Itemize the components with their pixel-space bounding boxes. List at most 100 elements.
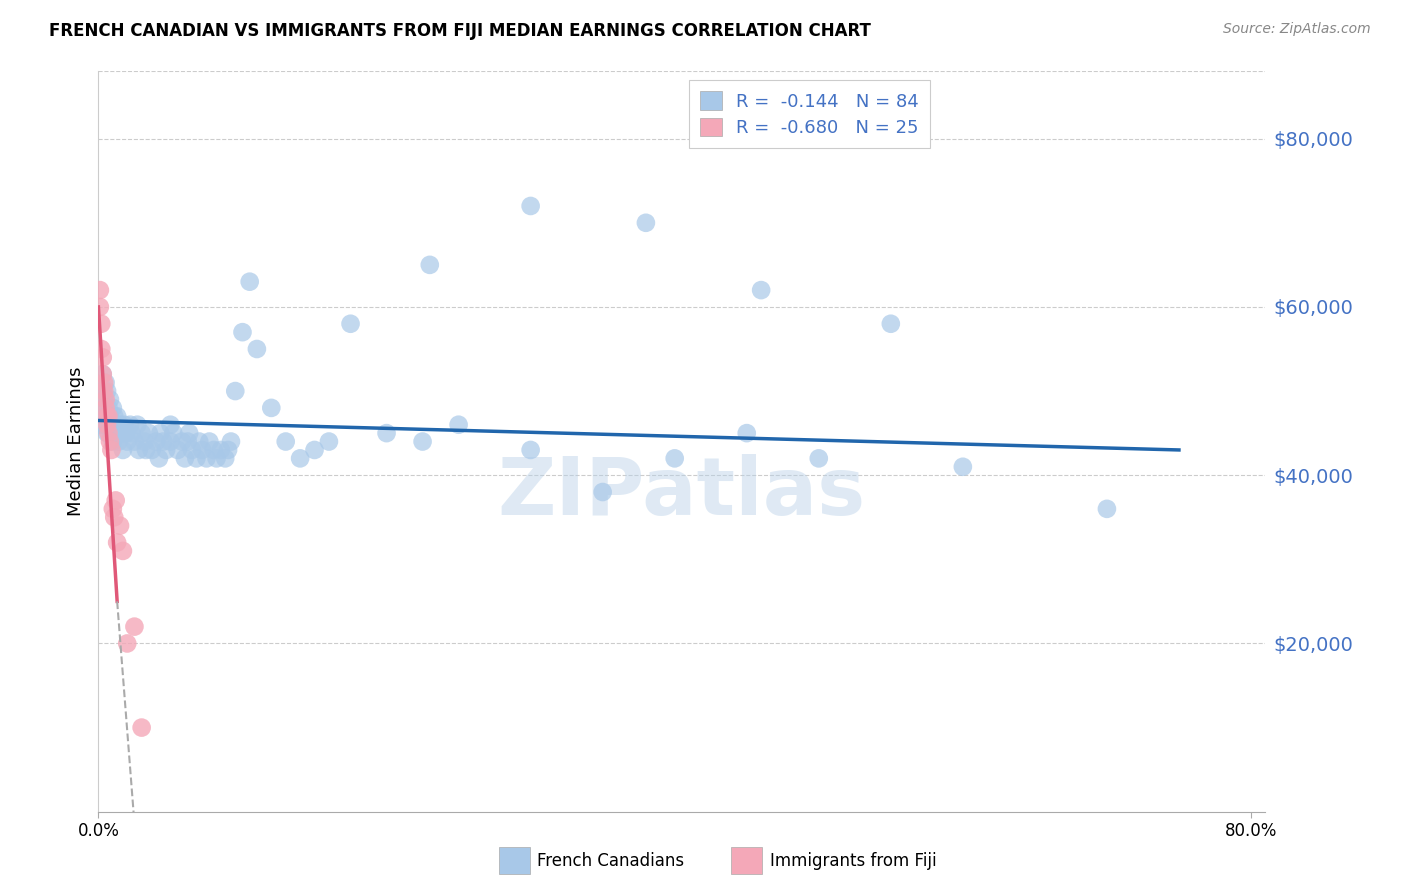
Point (96, 426, 118, 441)
Point (121, 426, 143, 441)
Point (104, 493, 127, 508)
Point (188, 434, 211, 449)
Point (98, 434, 121, 449)
Point (288, 451, 311, 466)
Point (145, 434, 167, 449)
Point (105, 426, 128, 441)
Point (1095, 501, 1118, 516)
Point (105, 535, 128, 549)
Point (107, 434, 129, 449)
Point (214, 451, 236, 466)
Point (91, 384, 114, 398)
Point (94, 376, 117, 390)
Point (170, 434, 193, 449)
Point (93, 384, 115, 398)
Point (177, 434, 200, 449)
Point (101, 501, 124, 516)
Point (127, 417, 149, 432)
Point (304, 442, 326, 457)
Point (108, 417, 131, 432)
Point (89, 300, 111, 314)
Point (108, 518, 131, 533)
Point (90, 401, 112, 415)
Point (110, 426, 132, 441)
Text: Immigrants from Fiji: Immigrants from Fiji (770, 852, 938, 870)
Point (664, 451, 686, 466)
Point (141, 442, 163, 457)
Point (93, 417, 115, 432)
Point (173, 451, 195, 466)
Point (115, 636, 138, 650)
Point (159, 417, 181, 432)
Point (100, 426, 122, 441)
Point (155, 442, 177, 457)
Point (419, 258, 441, 272)
Point (101, 434, 124, 449)
Point (111, 544, 134, 558)
Point (239, 275, 262, 289)
Point (134, 434, 156, 449)
Point (880, 317, 903, 331)
Point (735, 426, 758, 441)
Point (93, 392, 115, 407)
Point (114, 426, 136, 441)
Point (91, 368, 114, 382)
Point (131, 721, 153, 735)
Point (152, 434, 174, 449)
Point (93, 376, 115, 390)
Point (112, 417, 135, 432)
Point (115, 434, 138, 449)
Point (97, 409, 120, 424)
Text: French Canadians: French Canadians (537, 852, 685, 870)
Point (97, 401, 120, 415)
Point (100, 417, 122, 432)
Point (807, 451, 830, 466)
Point (89, 283, 111, 297)
Point (94, 392, 117, 407)
Point (148, 451, 170, 466)
Point (191, 442, 214, 457)
Point (202, 442, 225, 457)
Point (181, 442, 204, 457)
Point (97, 417, 120, 432)
Point (195, 451, 218, 466)
Point (90, 317, 112, 331)
Point (96, 409, 118, 424)
Point (128, 442, 150, 457)
Text: ZIPatlas: ZIPatlas (498, 454, 866, 533)
Point (375, 426, 398, 441)
Point (131, 426, 153, 441)
Point (162, 426, 184, 441)
Point (952, 459, 974, 474)
Point (94, 401, 117, 415)
Point (103, 409, 125, 424)
Point (519, 442, 541, 457)
Point (219, 434, 242, 449)
Point (634, 216, 657, 230)
Point (205, 451, 228, 466)
Point (149, 426, 172, 441)
Legend: R =  -0.144   N = 84, R =  -0.680   N = 25: R = -0.144 N = 84, R = -0.680 N = 25 (689, 80, 929, 148)
Point (592, 485, 614, 500)
Point (98, 409, 121, 424)
Point (519, 199, 541, 213)
Point (96, 384, 118, 398)
Point (91, 368, 114, 382)
Point (179, 426, 201, 441)
Point (260, 401, 283, 415)
Point (159, 434, 181, 449)
Text: FRENCH CANADIAN VS IMMIGRANTS FROM FIJI MEDIAN EARNINGS CORRELATION CHART: FRENCH CANADIAN VS IMMIGRANTS FROM FIJI … (49, 22, 872, 40)
Y-axis label: Median Earnings: Median Earnings (66, 367, 84, 516)
Point (96, 417, 118, 432)
Point (749, 283, 772, 297)
Point (120, 417, 142, 432)
Point (231, 325, 253, 339)
Point (138, 426, 160, 441)
Point (447, 417, 470, 432)
Point (90, 342, 112, 356)
Point (98, 392, 121, 407)
Point (94, 409, 117, 424)
Point (217, 442, 239, 457)
Point (105, 409, 128, 424)
Point (91, 351, 114, 365)
